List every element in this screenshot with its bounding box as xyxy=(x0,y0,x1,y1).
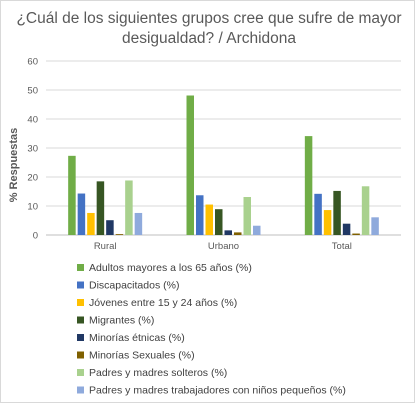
legend-label: Discapacitados (%) xyxy=(89,280,179,292)
bar-0-1 xyxy=(77,193,86,235)
bar-2-3 xyxy=(333,190,341,235)
chart-title-line-2: desigualdad? / Archidona xyxy=(122,30,296,47)
legend-label: Adultos mayores a los 65 años (%) xyxy=(89,262,252,274)
bar-1-2 xyxy=(205,204,213,235)
legend-label: Padres y madres trabajadores con niños p… xyxy=(89,385,346,397)
y-tick-label: 0 xyxy=(33,231,38,242)
legend-label: Minorías étnicas (%) xyxy=(89,332,185,344)
bar-2-7 xyxy=(371,217,379,235)
legend-label: Jóvenes entre 15 y 24 años (%) xyxy=(89,297,237,309)
bar-0-6 xyxy=(125,180,133,235)
gridlines xyxy=(46,60,401,236)
x-tick-label: Rural xyxy=(94,241,117,252)
bar-1-1 xyxy=(196,195,204,235)
bar-1-3 xyxy=(215,209,223,235)
bar-1-7 xyxy=(253,225,261,235)
bar-2-6 xyxy=(361,186,370,235)
bar-2-1 xyxy=(314,193,322,235)
legend-swatch xyxy=(77,264,84,271)
bar-0-4 xyxy=(106,220,114,235)
bar-2-0 xyxy=(304,136,313,235)
y-tick-label: 40 xyxy=(27,115,38,126)
bar-2-5 xyxy=(352,233,360,235)
x-tick-label: Urbano xyxy=(208,241,239,252)
legend-swatch xyxy=(77,316,84,324)
legend-label: Minorías Sexuales (%) xyxy=(89,350,195,362)
y-tick-labels: 0 10 20 30 40 50 60 xyxy=(27,57,38,242)
y-tick-label: 20 xyxy=(27,173,38,184)
bar-1-5 xyxy=(234,232,242,235)
y-axis-label: % Respuestas xyxy=(8,128,20,203)
legend: Adultos mayores a los 65 años (%) Discapa… xyxy=(77,262,346,397)
legend-swatch xyxy=(77,351,84,359)
bar-1-0 xyxy=(186,95,194,235)
y-tick-label: 60 xyxy=(27,57,38,68)
legend-swatch xyxy=(77,281,84,289)
bar-0-2 xyxy=(87,212,95,235)
x-tick-labels: Rural Urbano Total xyxy=(94,241,352,252)
legend-label: Migrantes (%) xyxy=(89,315,154,327)
legend-swatch xyxy=(77,299,84,306)
bar-1-4 xyxy=(224,230,232,235)
bar-0-3 xyxy=(96,181,105,235)
legend-swatch xyxy=(77,386,84,394)
legend-label: Padres y madres solteros (%) xyxy=(89,367,227,379)
bars xyxy=(68,95,379,235)
bar-0-7 xyxy=(134,212,143,235)
y-tick-label: 50 xyxy=(27,86,38,97)
bar-1-6 xyxy=(243,197,251,235)
bar-0-0 xyxy=(68,155,76,235)
bar-0-5 xyxy=(115,234,124,235)
bar-2-4 xyxy=(342,223,351,235)
bar-2-2 xyxy=(323,210,332,235)
legend-swatch xyxy=(77,334,84,341)
chart-title-line-1: ¿Cuál de los siguientes grupos cree que … xyxy=(16,10,401,27)
legend-swatch xyxy=(77,369,84,376)
y-tick-label: 30 xyxy=(27,144,38,155)
x-tick-label: Total xyxy=(332,241,352,252)
y-tick-label: 10 xyxy=(27,202,38,213)
